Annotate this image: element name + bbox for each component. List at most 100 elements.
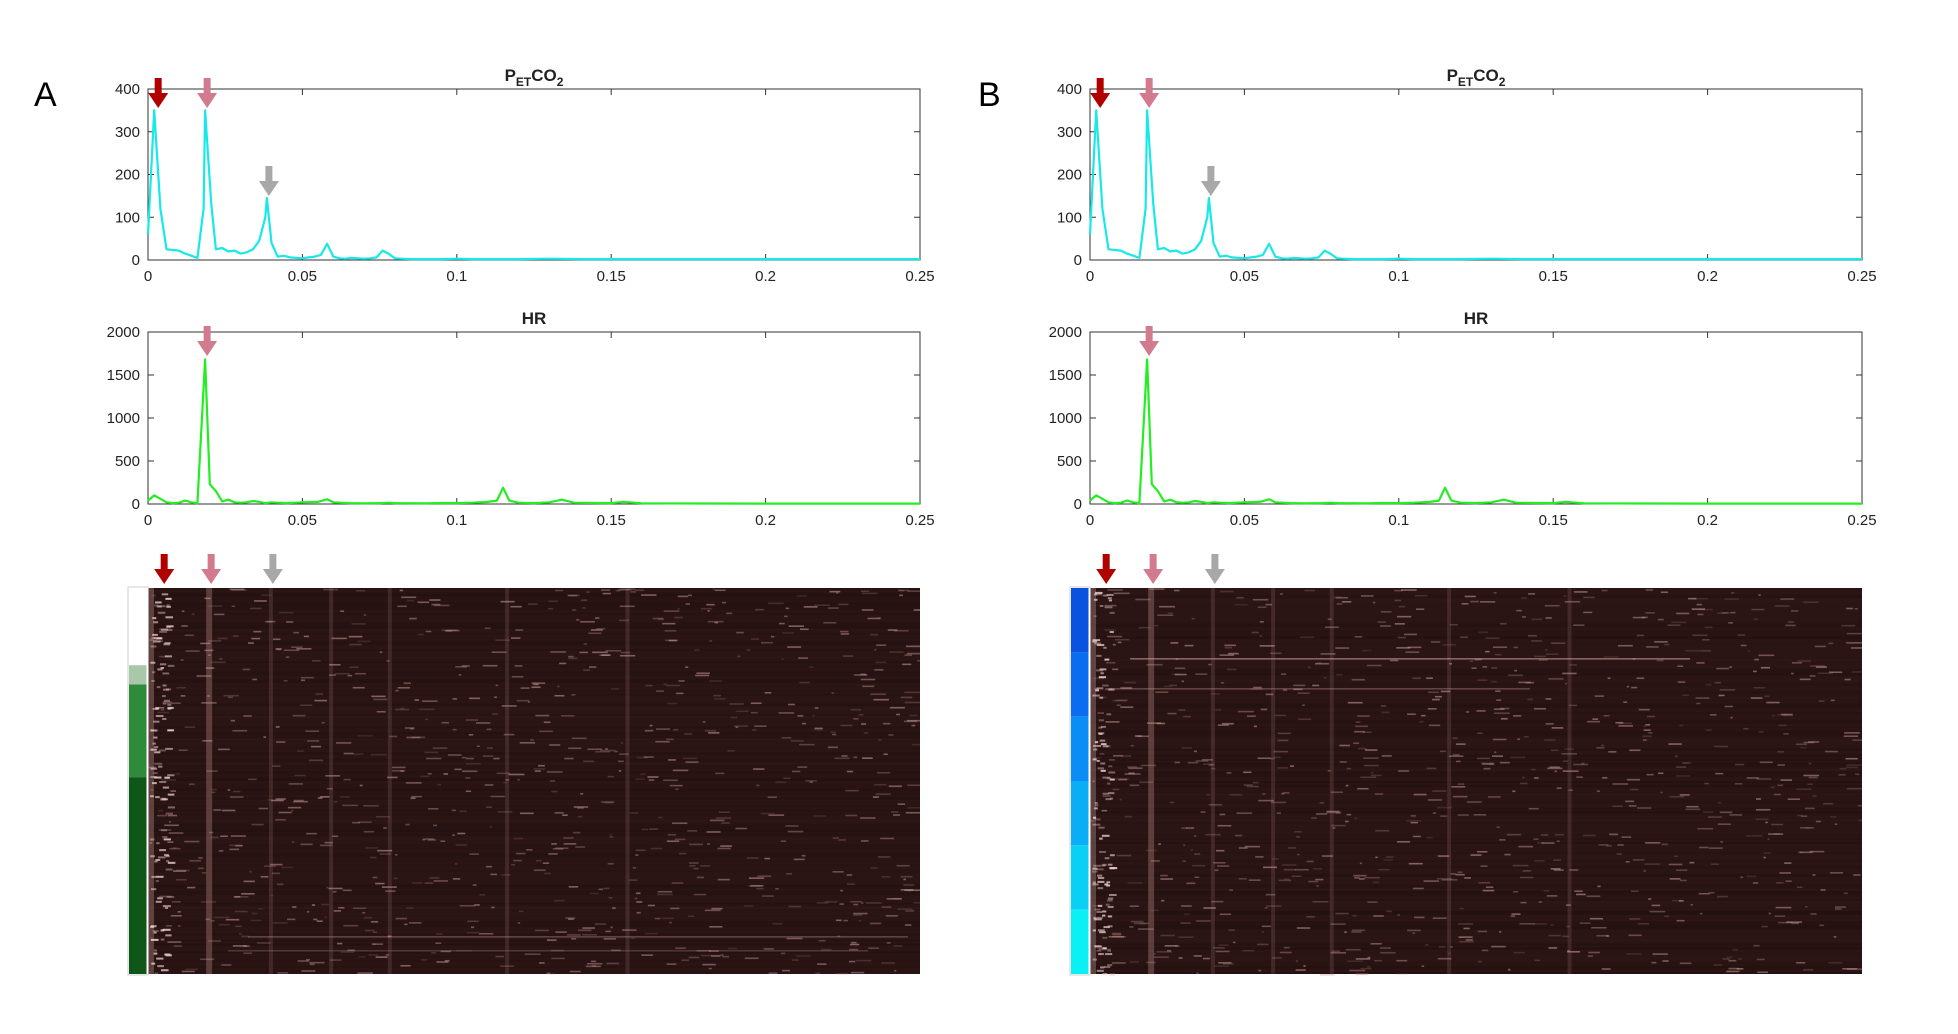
- heatmap-speckle: [1587, 955, 1594, 957]
- heatmap-speckle: [1612, 783, 1629, 785]
- heatmap-speckle: [1362, 649, 1372, 652]
- heatmap-speckle: [778, 712, 795, 714]
- heatmap-speckle: [1818, 700, 1825, 702]
- heatmap-speckle: [225, 918, 240, 921]
- heatmap-speckle: [835, 919, 842, 922]
- heatmap-speckle: [1545, 698, 1552, 700]
- heatmap-speckle: [311, 745, 322, 748]
- heatmap-speckle: [1626, 685, 1630, 688]
- heatmap-speckle: [292, 714, 306, 717]
- heatmap-speckle: [1373, 915, 1384, 917]
- heatmap-speckle: [148, 766, 156, 769]
- heatmap-speckle: [1282, 792, 1290, 794]
- heatmap-speckle: [1605, 935, 1610, 937]
- heatmap-speckle: [1152, 953, 1156, 955]
- heatmap-speckle: [1629, 749, 1641, 752]
- heatmap-row-shade: [1090, 596, 1862, 599]
- heatmap-speckle: [1657, 618, 1664, 621]
- heatmap-speckle: [283, 649, 300, 652]
- heatmap-speckle: [1093, 757, 1101, 759]
- heatmap-speckle: [1316, 813, 1328, 815]
- heatmap-speckle: [242, 945, 250, 947]
- heatmap-row-shade: [1090, 714, 1862, 716]
- heatmap-speckle: [1480, 865, 1488, 867]
- arrow-shaft: [207, 554, 215, 571]
- heatmap-speckle: [1145, 849, 1157, 852]
- heatmap-speckle: [1833, 936, 1837, 938]
- heatmap-speckle: [1671, 621, 1687, 624]
- heatmap-speckle: [198, 857, 203, 859]
- heatmap-speckle: [582, 607, 586, 609]
- x-tick-label: 0.1: [446, 512, 467, 529]
- heatmap-speckle: [1262, 866, 1278, 869]
- heatmap-row-shade: [148, 833, 920, 836]
- heatmap-speckle: [1743, 727, 1749, 730]
- heatmap-speckle: [1791, 672, 1794, 675]
- heatmap-speckle: [1138, 928, 1154, 930]
- heatmap-speckle: [1804, 827, 1811, 829]
- arrow-pink: [1143, 554, 1164, 584]
- heatmap-speckle: [853, 914, 863, 916]
- heatmap-speckle: [277, 972, 289, 974]
- heatmap-speckle: [1576, 893, 1586, 896]
- heatmap-bright-speckle: [1103, 646, 1107, 649]
- heatmap-speckle: [1602, 777, 1608, 779]
- heatmap-speckle: [609, 836, 614, 838]
- heatmap-speckle: [309, 961, 325, 964]
- heatmap-bright-speckle: [1106, 777, 1112, 780]
- heatmap-row-shade: [148, 689, 920, 692]
- heatmap-bright-speckle: [1097, 767, 1104, 770]
- heatmap-speckle: [411, 736, 426, 739]
- heatmap-speckle: [874, 669, 884, 671]
- heatmap-speckle: [1183, 913, 1190, 916]
- heatmap-speckle: [278, 611, 294, 614]
- heatmap-row-shade: [1090, 758, 1862, 761]
- heatmap-speckle: [787, 646, 802, 648]
- heatmap-speckle: [1193, 750, 1197, 753]
- heatmap-speckle: [865, 902, 882, 904]
- heatmap-speckle: [1345, 948, 1361, 951]
- arrow-head: [1139, 341, 1160, 356]
- heatmap-speckle: [841, 755, 848, 757]
- heatmap-speckle: [853, 756, 858, 759]
- heatmap-speckle: [285, 656, 290, 658]
- heatmap-speckle: [495, 639, 510, 641]
- heatmap-speckle: [1450, 946, 1453, 948]
- heatmap-speckle: [178, 749, 188, 752]
- heatmap-speckle: [1566, 925, 1570, 928]
- heatmap-speckle: [1625, 861, 1630, 863]
- heatmap-speckle: [911, 724, 916, 727]
- heatmap-speckle: [278, 811, 292, 814]
- heatmap-speckle: [1528, 593, 1536, 595]
- heatmap-speckle: [868, 947, 879, 950]
- heatmap-speckle: [1296, 927, 1311, 929]
- heatmap-speckle: [1594, 695, 1604, 697]
- y-tick-label: 300: [115, 124, 140, 141]
- heatmap-bright-speckle: [154, 776, 162, 779]
- heatmap-speckle: [1553, 859, 1562, 861]
- heatmap-speckle: [1780, 779, 1793, 781]
- heatmap-speckle: [1163, 685, 1172, 688]
- heatmap-row-shade: [1090, 837, 1862, 840]
- heatmap-speckle: [311, 904, 316, 906]
- heatmap-bright-speckle: [1109, 778, 1115, 781]
- heatmap-speckle: [425, 630, 432, 633]
- heatmap-speckle: [1519, 922, 1535, 925]
- heatmap-bright-speckle: [164, 953, 171, 956]
- heatmap-speckle: [389, 735, 398, 738]
- heatmap-speckle: [1760, 666, 1771, 669]
- heatmap-speckle: [1844, 892, 1848, 895]
- heatmap-speckle: [400, 707, 405, 710]
- heatmap-speckle: [1312, 900, 1329, 903]
- heatmap-speckle: [1119, 798, 1123, 801]
- heatmap-speckle: [1181, 747, 1192, 749]
- heatmap-speckle: [1522, 616, 1526, 618]
- heatmap-speckle: [555, 589, 564, 592]
- heatmap-speckle: [207, 605, 223, 607]
- heatmap-speckle: [1810, 665, 1826, 667]
- heatmap-speckle: [497, 811, 513, 813]
- heatmap-speckle: [1130, 920, 1144, 923]
- heatmap-speckle: [1477, 732, 1483, 735]
- heatmap-bright-speckle: [166, 860, 170, 863]
- heatmap-speckle: [1562, 760, 1568, 763]
